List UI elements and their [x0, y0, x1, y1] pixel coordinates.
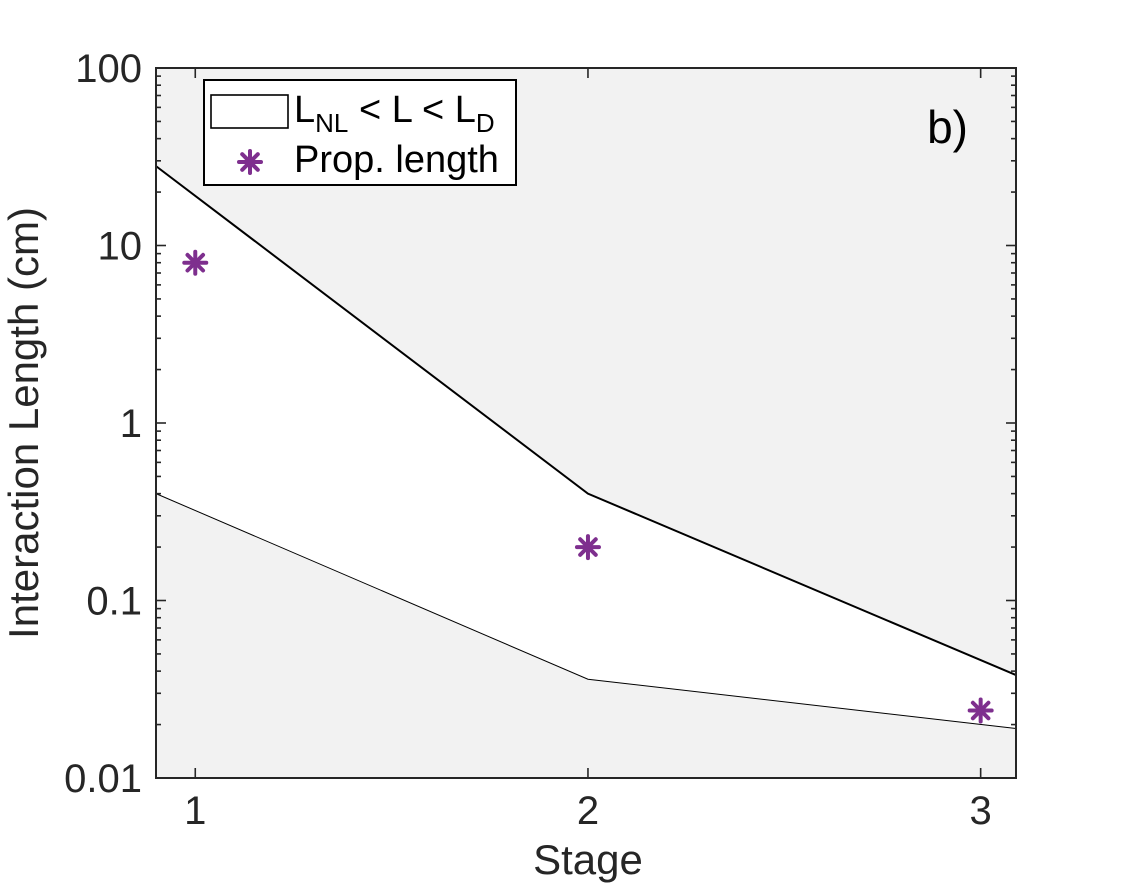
legend-asterisk-icon [237, 149, 263, 175]
data-point [182, 249, 209, 276]
legend-band-main: L [294, 89, 315, 131]
x-tick-label: 1 [184, 789, 206, 833]
legend-points-label: Prop. length [294, 139, 499, 181]
tick-labels: 0.01 0.1 1 10 100 1 2 3 [64, 47, 992, 833]
x-tick-label: 3 [970, 789, 992, 833]
band-upper-line-LD [155, 165, 1017, 677]
y-tick-label: 1 [120, 402, 142, 446]
legend: LNL < L < LD Prop. length [203, 79, 517, 186]
x-tick-label: 2 [577, 789, 599, 833]
legend-band-sub-NL: NL [315, 108, 348, 138]
legend-band-swatch [210, 94, 289, 129]
band-region [156, 166, 1016, 729]
band-lower-line-LNL [155, 493, 1017, 730]
y-tick-label: 100 [75, 47, 142, 91]
x-axis-title: Stage [533, 836, 643, 883]
tick-marks [156, 67, 1016, 779]
y-tick-label: 0.1 [86, 580, 142, 624]
data-point [967, 697, 994, 724]
prop-length-series [182, 249, 994, 724]
legend-band-mid: < L < L [348, 89, 475, 131]
panel-label: b) [927, 101, 968, 153]
legend-band-sub-D: D [476, 108, 495, 138]
y-tick-label: 10 [98, 225, 143, 269]
legend-asterisk-icon-mark [237, 149, 263, 175]
legend-band-label: LNL < L < LD [294, 89, 495, 138]
y-axis-title: Interaction Length (cm) [0, 207, 47, 639]
y-tick-label: 0.01 [64, 757, 142, 801]
data-point [574, 534, 601, 561]
